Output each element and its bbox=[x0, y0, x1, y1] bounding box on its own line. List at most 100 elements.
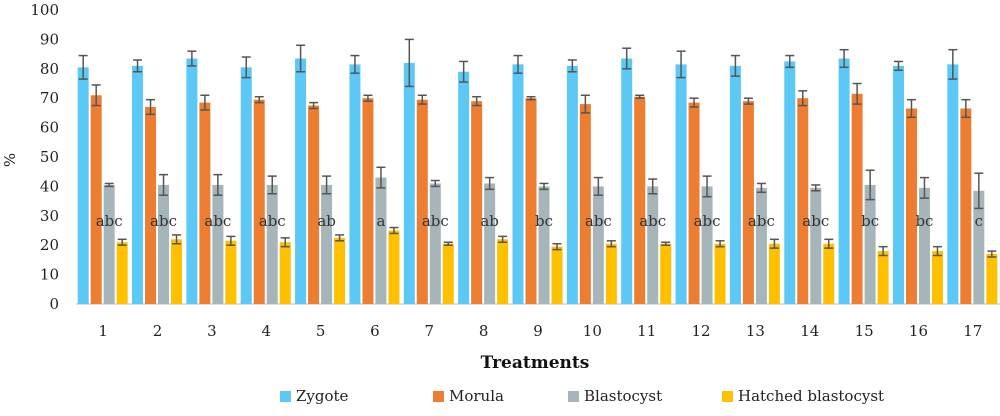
error-bar bbox=[172, 234, 182, 245]
bar-hatched-blastocyst bbox=[986, 254, 998, 304]
bar-blastocyst bbox=[701, 186, 713, 304]
error-bar bbox=[322, 175, 332, 195]
error-bar bbox=[226, 235, 236, 246]
y-tick-label: 60 bbox=[40, 119, 59, 137]
bar-zygote bbox=[838, 58, 850, 305]
error-bar bbox=[606, 240, 616, 248]
bar-hatched-blastocyst bbox=[442, 243, 454, 304]
bar-zygote bbox=[458, 71, 470, 305]
legend-swatch bbox=[568, 391, 579, 402]
bar-morula bbox=[742, 101, 754, 304]
bar-morula bbox=[905, 108, 917, 305]
error-bar bbox=[552, 242, 562, 251]
error-bar bbox=[676, 50, 686, 79]
bar-blastocyst bbox=[864, 184, 876, 304]
bar-morula bbox=[90, 95, 102, 304]
bar-zygote bbox=[512, 64, 524, 304]
x-tick-label: 12 bbox=[692, 322, 711, 340]
bar-morula bbox=[797, 98, 809, 304]
error-bar bbox=[567, 59, 577, 73]
bar-blastocyst bbox=[103, 184, 115, 304]
x-tick-label: 17 bbox=[963, 322, 982, 340]
error-bar bbox=[376, 166, 386, 189]
bar-blastocyst bbox=[266, 184, 278, 304]
bar-blastocyst bbox=[647, 186, 659, 304]
bar-morula bbox=[253, 99, 265, 304]
x-tick-label: 14 bbox=[800, 322, 819, 340]
error-bar bbox=[811, 184, 821, 192]
bar-blastocyst bbox=[321, 184, 333, 304]
bar-blastocyst bbox=[429, 183, 441, 304]
x-tick-label: 9 bbox=[533, 322, 543, 340]
y-tick-label: 70 bbox=[40, 89, 59, 107]
bar-blastocyst bbox=[212, 184, 224, 304]
error-bar bbox=[661, 241, 671, 246]
significance-letter: abc bbox=[259, 212, 286, 230]
bar-zygote bbox=[349, 64, 361, 304]
significance-letter: bc bbox=[915, 212, 933, 230]
bar-hatched-blastocyst bbox=[877, 251, 889, 304]
bar-morula bbox=[199, 102, 211, 304]
error-bar bbox=[254, 95, 264, 104]
y-tick-label: 0 bbox=[49, 295, 59, 313]
bar-zygote bbox=[947, 64, 959, 304]
bar-zygote bbox=[892, 65, 904, 304]
significance-letter: abc bbox=[748, 212, 775, 230]
legend-label: Blastocyst bbox=[584, 387, 662, 405]
x-axis-title: Treatments bbox=[481, 353, 590, 373]
bar-morula bbox=[525, 98, 537, 304]
legend-swatch bbox=[433, 391, 444, 402]
error-bar bbox=[839, 48, 849, 69]
significance-letter: c bbox=[975, 212, 983, 230]
bar-morula bbox=[960, 108, 972, 305]
error-bar bbox=[404, 38, 414, 88]
bar-blastocyst bbox=[918, 187, 930, 304]
legend-swatch bbox=[280, 391, 291, 402]
bar-hatched-blastocyst bbox=[823, 243, 835, 304]
bar-hatched-blastocyst bbox=[388, 230, 400, 304]
error-bar bbox=[104, 182, 114, 188]
error-bar bbox=[350, 54, 360, 74]
bar-hatched-blastocyst bbox=[768, 243, 780, 304]
significance-letter: abc bbox=[802, 212, 829, 230]
legend-label: Hatched blastocyst bbox=[738, 387, 884, 405]
significance-letter: abc bbox=[96, 212, 123, 230]
bar-hatched-blastocyst bbox=[551, 246, 563, 304]
bar-blastocyst bbox=[973, 190, 985, 304]
error-bar bbox=[756, 182, 766, 194]
error-bars-group bbox=[78, 38, 997, 258]
significance-letter: ab bbox=[317, 212, 336, 230]
error-bar bbox=[443, 241, 453, 246]
legend-label: Morula bbox=[449, 387, 504, 405]
bar-zygote bbox=[675, 64, 687, 304]
bar-hatched-blastocyst bbox=[931, 251, 943, 304]
error-bar bbox=[785, 54, 795, 69]
y-tick-label: 30 bbox=[40, 207, 59, 225]
error-bar bbox=[961, 98, 971, 119]
error-bar bbox=[187, 50, 197, 67]
error-bar bbox=[824, 238, 834, 249]
error-bar bbox=[974, 172, 984, 210]
error-bar bbox=[730, 54, 740, 77]
chart-legend: Zygote Morula Blastocyst Hatched blastocyst bbox=[280, 387, 884, 405]
legend-swatch bbox=[722, 391, 733, 402]
bar-zygote bbox=[784, 61, 796, 305]
error-bar bbox=[948, 48, 958, 80]
error-bar bbox=[769, 238, 779, 249]
error-bar bbox=[472, 95, 482, 107]
error-bar bbox=[539, 182, 549, 191]
y-tick-label: 20 bbox=[40, 236, 59, 254]
error-bar bbox=[267, 175, 277, 195]
significance-letter: bc bbox=[861, 212, 879, 230]
bar-morula bbox=[416, 99, 428, 304]
bar-blastocyst bbox=[375, 177, 387, 304]
bar-morula bbox=[308, 105, 320, 304]
error-bar bbox=[580, 94, 590, 114]
significance-letter: abc bbox=[585, 212, 612, 230]
legend-item: Hatched blastocyst bbox=[722, 387, 884, 405]
error-bar bbox=[932, 245, 942, 257]
y-tick-label: 90 bbox=[40, 30, 59, 48]
error-bar bbox=[430, 179, 440, 188]
x-tick-label: 5 bbox=[316, 322, 326, 340]
